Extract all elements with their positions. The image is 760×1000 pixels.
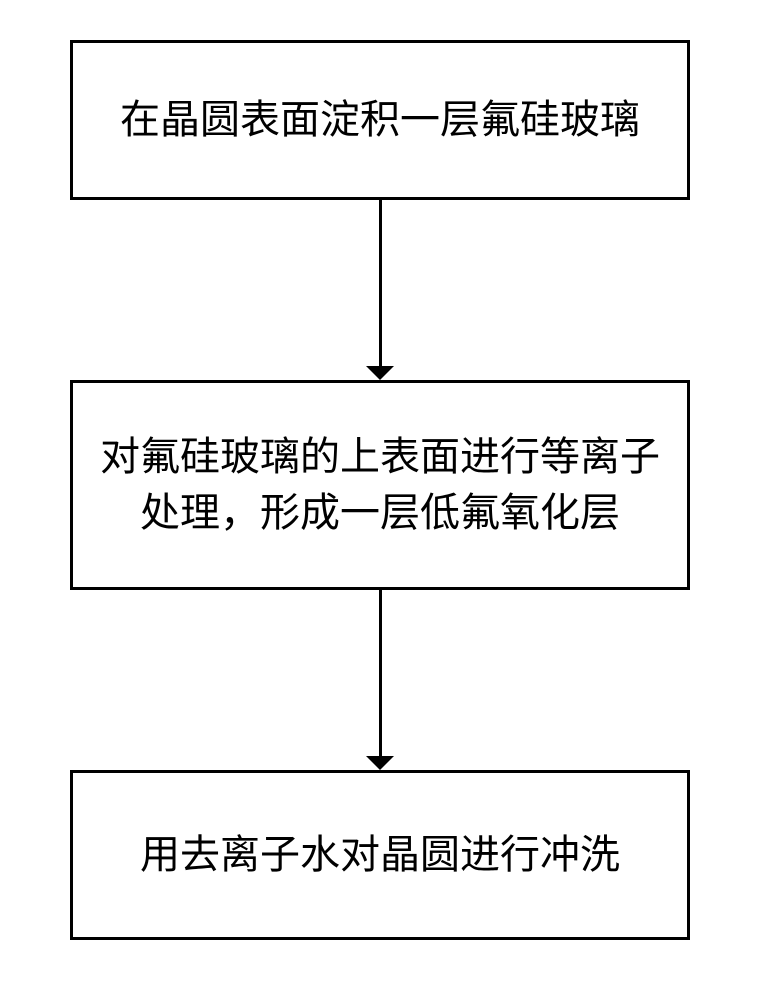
flowchart-node-2: 对氟硅玻璃的上表面进行等离子处理，形成一层低氟氧化层 (70, 380, 690, 590)
flowchart-node-1: 在晶圆表面淀积一层氟硅玻璃 (70, 40, 690, 200)
flowchart-node-1-label: 在晶圆表面淀积一层氟硅玻璃 (120, 92, 640, 148)
flowchart-edge-1-head (366, 366, 394, 380)
flowchart-node-3: 用去离子水对晶圆进行冲洗 (70, 770, 690, 940)
flowchart-node-3-label: 用去离子水对晶圆进行冲洗 (140, 827, 620, 883)
flowchart-edge-1-line (379, 200, 382, 366)
flowchart-node-2-label: 对氟硅玻璃的上表面进行等离子处理，形成一层低氟氧化层 (93, 429, 667, 541)
flowchart-edge-2-line (379, 590, 382, 756)
flowchart-edge-2-head (366, 756, 394, 770)
flowchart-canvas: 在晶圆表面淀积一层氟硅玻璃 对氟硅玻璃的上表面进行等离子处理，形成一层低氟氧化层… (0, 0, 760, 1000)
